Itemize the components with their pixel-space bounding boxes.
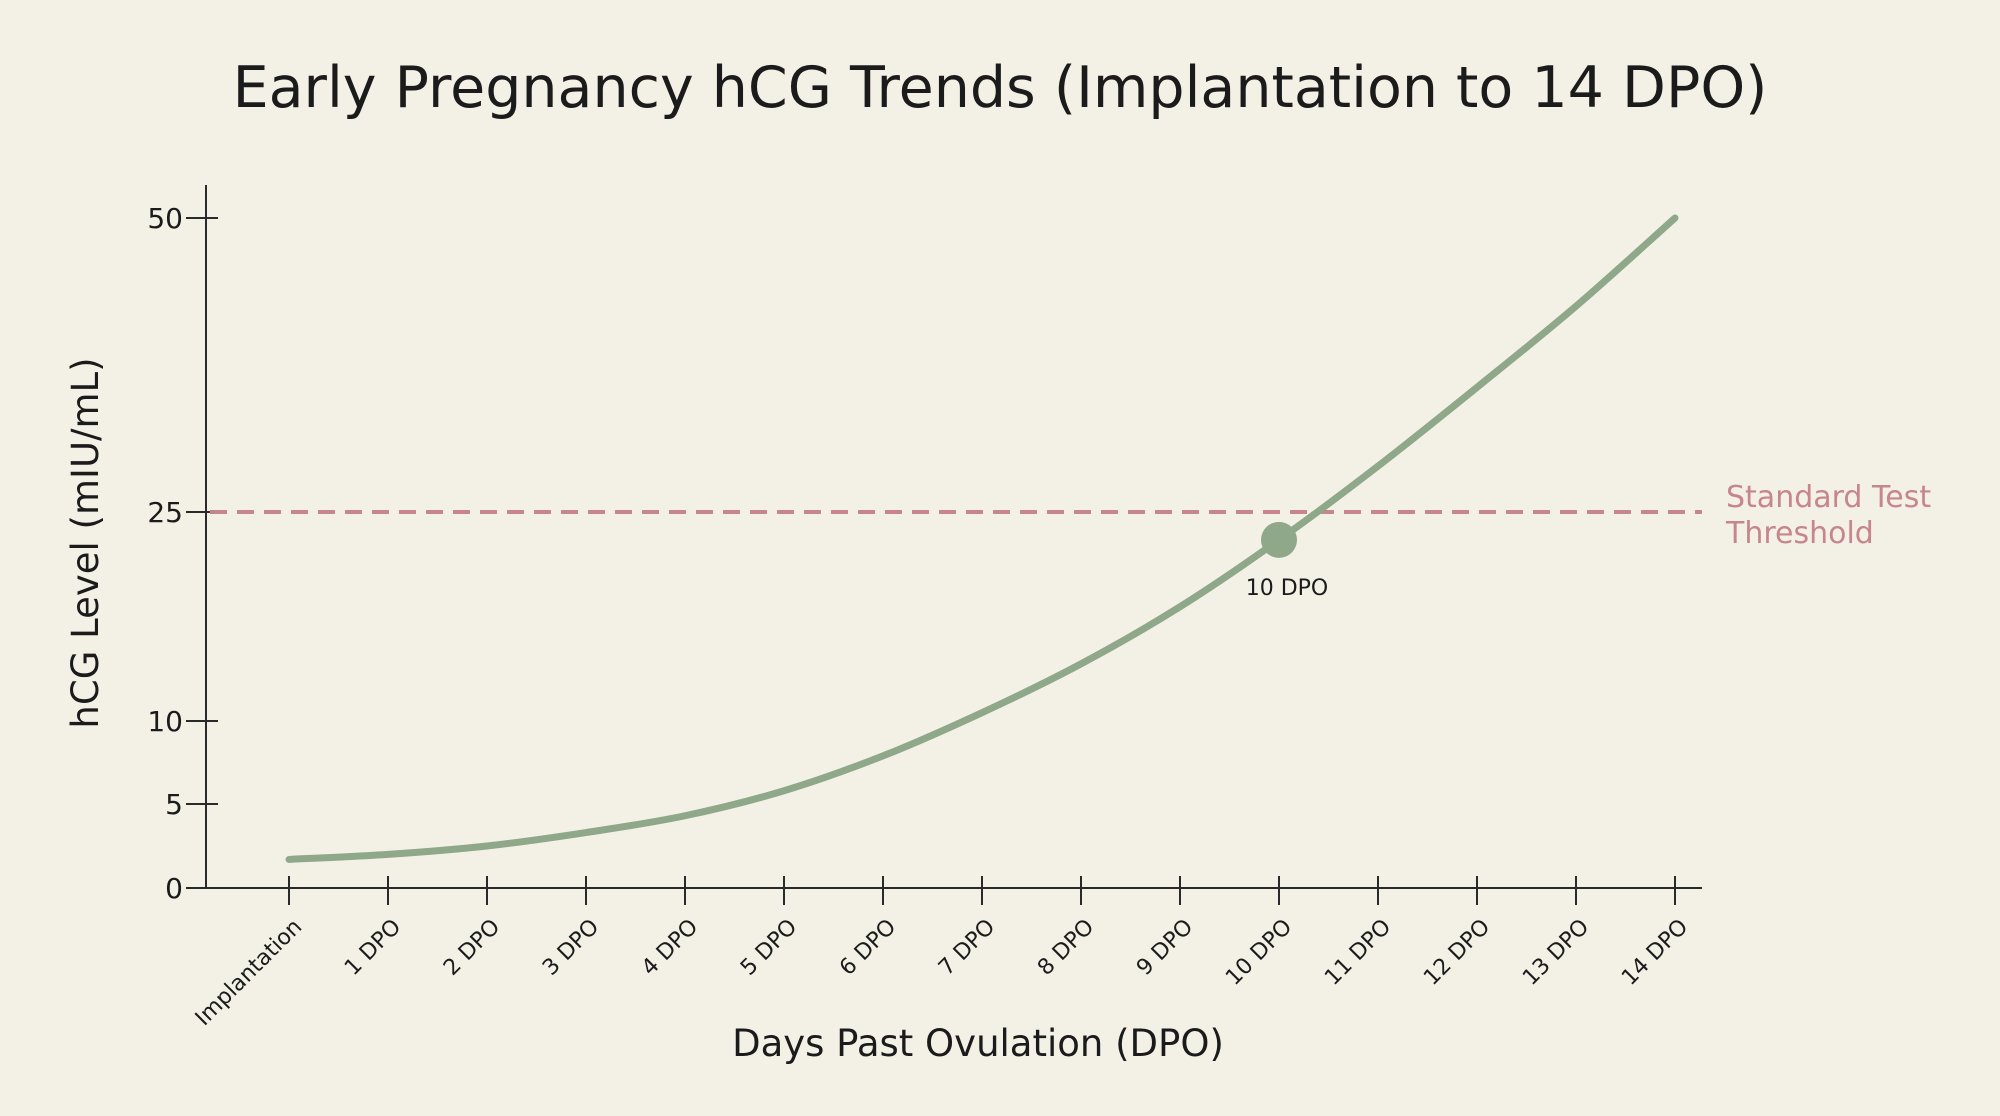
y-tick-label: 0 [165,872,183,905]
data-point-12-dpo [1473,383,1481,391]
x-tick-label: Implantation [191,915,307,1031]
series-line-hcg [285,214,1679,863]
x-tick-label: 1 DPO [340,915,406,981]
data-point-2-dpo [483,842,491,850]
data-point-8-dpo [1077,660,1085,668]
y-axis-label: hCG Level (mIU/mL) [64,357,107,728]
data-point-11-dpo [1374,462,1382,470]
data-point-9-dpo [1176,603,1184,611]
x-tick-label: 3 DPO [538,915,604,981]
x-tick-label: 6 DPO [835,915,901,981]
y-tick-label: 25 [147,496,183,529]
data-point-implantation [285,855,293,863]
y-ticks: 0 5 10 25 50 [147,202,218,905]
x-tick-label: 12 DPO [1419,915,1495,991]
data-point-13-dpo [1572,302,1580,310]
x-tick-label: 10 DPO [1221,915,1297,991]
data-point-7-dpo [978,709,986,717]
data-point-14-dpo [1671,214,1679,222]
x-tick-label: 8 DPO [1033,915,1099,981]
x-tick-label: 4 DPO [637,915,703,981]
threshold-group: Standard Test Threshold [210,480,1931,551]
x-tick-label: 14 DPO [1617,915,1693,991]
marker-label: 10 DPO [1246,576,1329,601]
x-tick-label: 5 DPO [736,915,802,981]
x-tick-label: 11 DPO [1320,915,1396,991]
data-point-3-dpo [582,829,590,837]
data-points [285,214,1679,863]
data-point-6-dpo [879,752,887,760]
y-tick-label: 10 [147,705,183,738]
x-tick-label: 2 DPO [439,915,505,981]
threshold-label-line1: Standard Test [1726,480,1931,515]
y-tick-label: 50 [147,202,183,235]
threshold-label-line2: Threshold [1725,516,1874,551]
x-tick-label: 9 DPO [1132,915,1198,981]
marker-point-10-dpo [1261,521,1297,558]
data-point-4-dpo [681,812,689,820]
chart-title: Early Pregnancy hCG Trends (Implantation… [233,55,1768,121]
x-tick-label: 7 DPO [934,915,1000,981]
x-tick-label: 13 DPO [1518,915,1594,991]
x-axis-label: Days Past Ovulation (DPO) [732,1022,1224,1065]
y-tick-label: 5 [165,788,183,821]
data-point-5-dpo [780,787,788,795]
data-point-1-dpo [384,850,392,858]
x-ticks: Implantation 1 DPO 2 DPO 3 DPO 4 DPO 5 DPO 6 D… [191,876,1693,1031]
